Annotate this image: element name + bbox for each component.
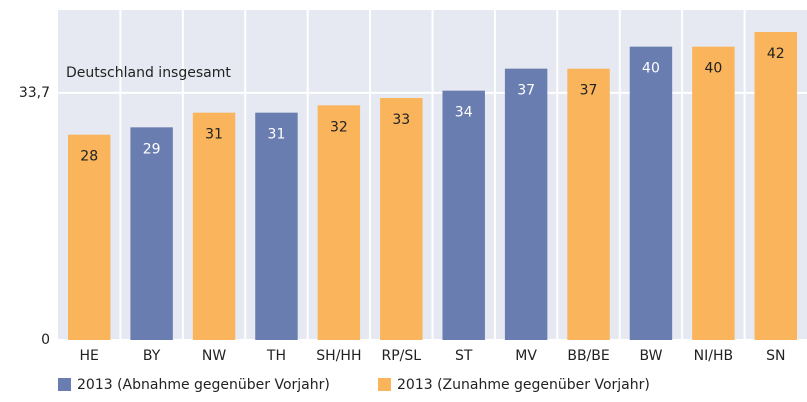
bar bbox=[442, 90, 485, 341]
value-label: 40 bbox=[704, 61, 722, 77]
bar bbox=[567, 68, 610, 341]
value-label: 40 bbox=[642, 61, 660, 77]
x-tick-label: TH bbox=[266, 348, 286, 364]
bar bbox=[192, 112, 236, 341]
x-tick-label: BW bbox=[639, 348, 662, 364]
x-tick-label: NW bbox=[202, 348, 226, 364]
value-label: 28 bbox=[80, 149, 98, 165]
x-tick-label: SH/HH bbox=[316, 348, 361, 364]
bar bbox=[130, 127, 173, 340]
bar bbox=[504, 68, 548, 341]
value-label: 32 bbox=[330, 119, 348, 135]
legend-swatch bbox=[378, 378, 391, 391]
value-label: 37 bbox=[517, 83, 535, 99]
value-label: 37 bbox=[580, 83, 598, 99]
value-label: 31 bbox=[205, 127, 223, 143]
x-tick-label: ST bbox=[455, 348, 473, 364]
x-tick-label: MV bbox=[515, 348, 537, 364]
y-tick-label: 0 bbox=[41, 332, 50, 348]
value-label: 29 bbox=[143, 141, 161, 157]
annotation: Deutschland insgesamt bbox=[66, 65, 231, 81]
x-tick-label: RP/SL bbox=[382, 348, 422, 364]
x-tick-label: HE bbox=[80, 348, 99, 364]
bar bbox=[629, 46, 673, 341]
bar bbox=[255, 112, 298, 341]
legend-label: 2013 (Zunahme gegenüber Vorjahr) bbox=[397, 377, 650, 393]
bar bbox=[692, 46, 735, 341]
x-tick-label: NI/HB bbox=[694, 348, 733, 364]
bar bbox=[67, 134, 111, 340]
bar bbox=[754, 32, 798, 340]
legend-swatch bbox=[58, 378, 71, 391]
value-label: 31 bbox=[268, 127, 286, 143]
legend-label: 2013 (Abnahme gegenüber Vorjahr) bbox=[77, 377, 330, 393]
bar bbox=[380, 98, 423, 340]
bar bbox=[317, 105, 361, 340]
value-label: 33 bbox=[392, 112, 410, 128]
x-tick-label: BY bbox=[143, 348, 161, 364]
x-tick-label: SN bbox=[766, 348, 785, 364]
x-tick-label: BB/BE bbox=[567, 348, 609, 364]
value-label: 42 bbox=[767, 46, 785, 62]
value-label: 34 bbox=[455, 105, 473, 121]
y-tick-label: 33,7 bbox=[19, 85, 50, 101]
